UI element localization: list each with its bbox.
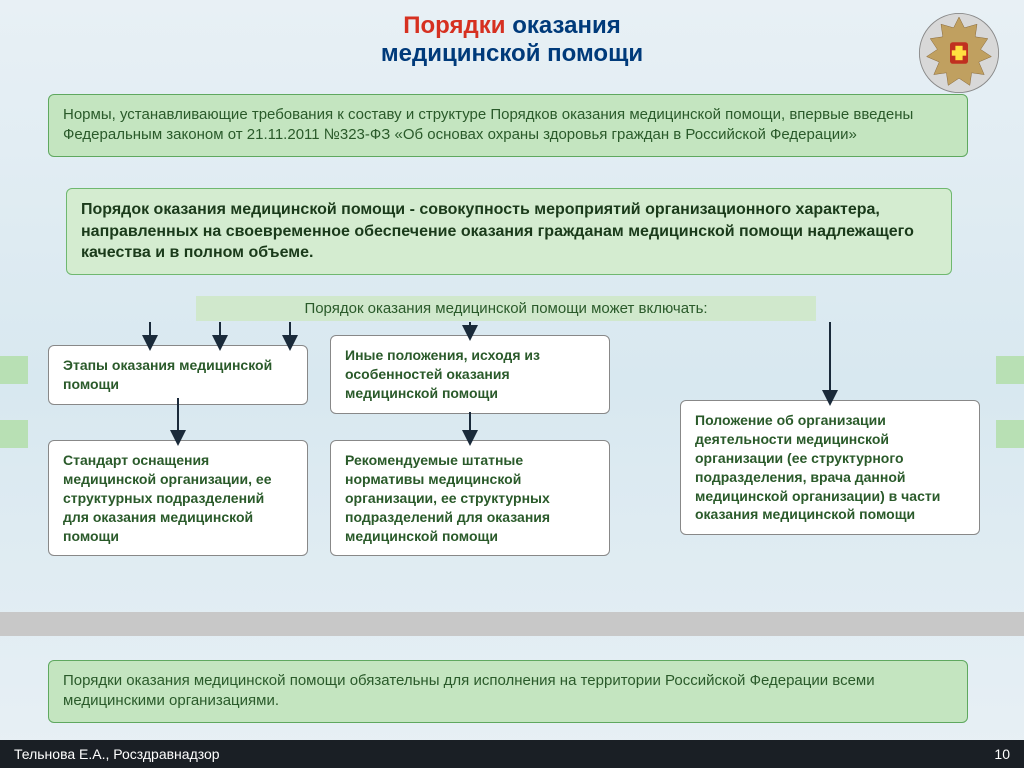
- page-number: 10: [994, 746, 1010, 762]
- footer-note: Порядки оказания медицинской помощи обяз…: [48, 660, 968, 723]
- definition-box: Порядок оказания медицинской помощи - со…: [66, 188, 952, 275]
- intro-box: Нормы, устанавливающие требования к сост…: [48, 94, 968, 157]
- box-staff: Рекомендуемые штатные нормативы медицинс…: [330, 440, 610, 556]
- includes-banner: Порядок оказания медицинской помощи може…: [196, 296, 816, 321]
- box-other: Иные положения, исходя из особенностей о…: [330, 335, 610, 414]
- footer-bar: Тельнова Е.А., Росздравнадзор 10: [0, 740, 1024, 768]
- footer-author: Тельнова Е.А., Росздравнадзор: [14, 746, 220, 762]
- emblem-icon: [914, 8, 1004, 98]
- box-stages: Этапы оказания медицинской помощи: [48, 345, 308, 405]
- decorative-stub: [0, 420, 28, 448]
- title-rest1: оказания: [506, 12, 621, 39]
- box-standard: Стандарт оснащения медицинской организац…: [48, 440, 308, 556]
- decorative-stub: [0, 356, 28, 384]
- decorative-stub: [996, 356, 1024, 384]
- title-highlight: Порядки: [403, 12, 505, 39]
- gray-separator: [0, 612, 1024, 636]
- slide-title: Порядки оказания медицинской помощи: [0, 0, 1024, 76]
- title-line2: медицинской помощи: [0, 40, 1024, 68]
- box-organization: Положение об организации деятельности ме…: [680, 400, 980, 535]
- decorative-stub: [996, 420, 1024, 448]
